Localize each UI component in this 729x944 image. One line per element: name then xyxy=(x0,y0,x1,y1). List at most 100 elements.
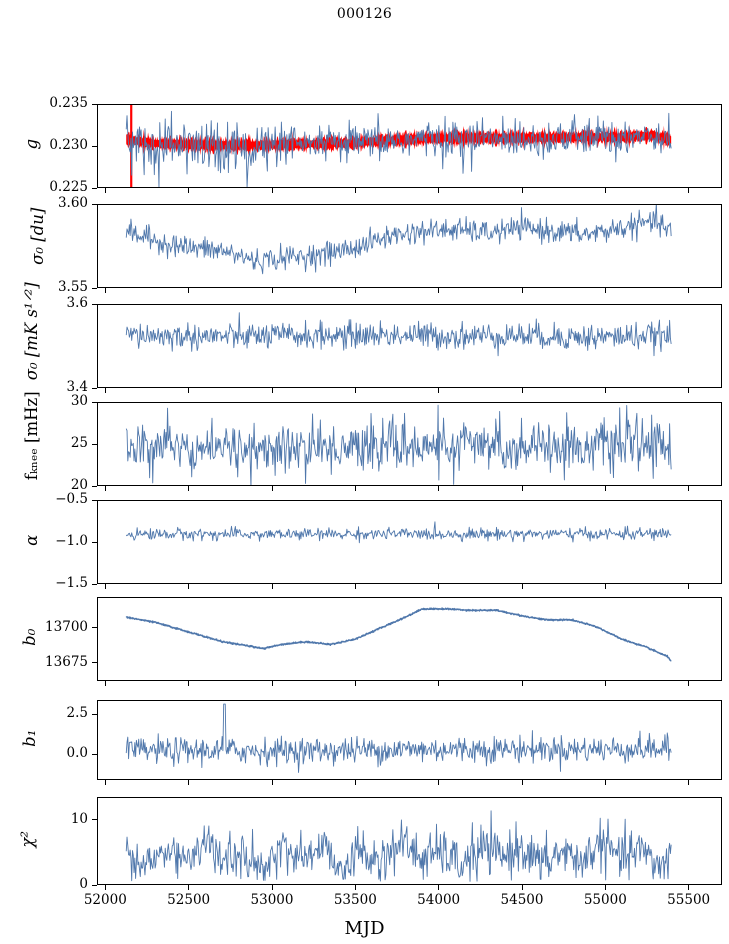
x-tick-mark xyxy=(688,780,690,785)
x-tick-label: 53000 xyxy=(250,892,294,908)
y-tick-mark xyxy=(92,287,97,289)
x-tick-mark xyxy=(604,288,606,293)
y-tick-mark xyxy=(92,713,97,715)
data-line-sigma0_mK xyxy=(125,312,672,357)
y-tick-label-b0: 13675 xyxy=(45,653,88,670)
subplot-alpha xyxy=(97,500,722,584)
y-tick-mark xyxy=(92,753,97,755)
y-tick-mark xyxy=(92,443,97,445)
x-tick-mark xyxy=(271,885,273,890)
y-tick-label-f_knee: 30 xyxy=(70,393,88,409)
x-tick-mark xyxy=(354,681,356,686)
x-tick-mark xyxy=(104,885,106,890)
x-tick-mark xyxy=(604,584,606,589)
y-tick-mark xyxy=(92,499,97,501)
y-axis-label-sigma0_mK: σ₀ [mK s¹ᐟ²] xyxy=(21,282,41,381)
figure-title: 000126 xyxy=(336,6,393,22)
data-line-g xyxy=(125,110,672,187)
y-tick-mark xyxy=(92,203,97,205)
y-tick-mark xyxy=(92,627,97,629)
subplot-g xyxy=(97,104,722,188)
x-tick-mark xyxy=(104,584,106,589)
x-tick-mark xyxy=(188,780,190,785)
y-axis-label-sigma0_du: σ₀ [du] xyxy=(27,207,47,265)
y-tick-mark xyxy=(92,819,97,821)
x-tick-mark xyxy=(104,486,106,491)
x-tick-mark xyxy=(521,388,523,393)
x-tick-mark xyxy=(104,288,106,293)
subplot-chi2 xyxy=(97,797,722,885)
x-tick-mark xyxy=(604,681,606,686)
x-tick-mark xyxy=(521,486,523,491)
y-tick-label-chi2: 10 xyxy=(70,810,88,827)
x-tick-mark xyxy=(188,388,190,393)
x-tick-mark xyxy=(688,584,690,589)
x-tick-mark xyxy=(521,885,523,890)
x-tick-mark xyxy=(354,885,356,890)
y-axis-label-b1: b₁ xyxy=(19,729,39,747)
x-tick-mark xyxy=(271,288,273,293)
x-tick-mark xyxy=(271,486,273,491)
x-tick-mark xyxy=(271,681,273,686)
y-tick-label-b0: 13700 xyxy=(45,618,88,635)
x-tick-mark xyxy=(688,188,690,193)
y-tick-label-alpha: −0.5 xyxy=(55,491,88,507)
x-tick-mark xyxy=(688,681,690,686)
x-tick-mark xyxy=(104,780,106,785)
y-tick-mark xyxy=(92,583,97,585)
x-tick-mark xyxy=(188,288,190,293)
x-tick-mark xyxy=(688,288,690,293)
x-tick-mark xyxy=(438,388,440,393)
x-tick-mark xyxy=(521,584,523,589)
data-line-chi2 xyxy=(125,810,672,882)
x-tick-mark xyxy=(688,885,690,890)
y-tick-label-sigma0_du: 3.55 xyxy=(57,279,88,295)
x-tick-mark xyxy=(438,584,440,589)
x-tick-mark xyxy=(604,780,606,785)
y-tick-label-g: 0.230 xyxy=(49,137,88,153)
y-tick-label-f_knee: 25 xyxy=(70,435,88,451)
x-tick-mark xyxy=(188,681,190,686)
x-tick-mark xyxy=(271,188,273,193)
x-tick-label: 55000 xyxy=(583,892,627,908)
x-tick-mark xyxy=(188,188,190,193)
x-axis-label: MJD xyxy=(344,918,385,939)
x-tick-mark xyxy=(104,681,106,686)
x-tick-mark xyxy=(438,681,440,686)
subplot-sigma0_du xyxy=(97,204,722,288)
x-tick-mark xyxy=(604,885,606,890)
y-tick-mark xyxy=(92,103,97,105)
subplot-sigma0_mK xyxy=(97,304,722,388)
x-tick-mark xyxy=(104,388,106,393)
x-tick-mark xyxy=(688,388,690,393)
y-tick-label-alpha: −1.5 xyxy=(55,575,88,591)
y-tick-label-g: 0.225 xyxy=(49,179,88,195)
x-tick-mark xyxy=(604,188,606,193)
x-tick-label: 52500 xyxy=(167,892,211,908)
x-tick-mark xyxy=(438,780,440,785)
data-line-b0 xyxy=(125,607,672,662)
x-tick-mark xyxy=(271,780,273,785)
y-tick-mark xyxy=(92,145,97,147)
x-tick-mark xyxy=(438,188,440,193)
y-tick-label-sigma0_mK: 3.4 xyxy=(66,379,88,395)
subplot-b1 xyxy=(97,700,722,780)
y-tick-label-sigma0_du: 3.60 xyxy=(57,195,88,211)
y-tick-label-sigma0_mK: 3.6 xyxy=(66,295,88,311)
y-tick-label-b1: 2.5 xyxy=(66,705,88,722)
y-tick-mark xyxy=(92,662,97,664)
x-tick-mark xyxy=(188,584,190,589)
x-tick-label: 54000 xyxy=(417,892,461,908)
x-tick-mark xyxy=(438,288,440,293)
x-tick-mark xyxy=(188,486,190,491)
x-tick-mark xyxy=(271,584,273,589)
x-tick-mark xyxy=(521,780,523,785)
y-axis-label-b0: b₀ xyxy=(19,628,39,646)
x-tick-mark xyxy=(104,188,106,193)
x-tick-label: 53500 xyxy=(333,892,377,908)
x-tick-mark xyxy=(188,885,190,890)
x-tick-mark xyxy=(354,288,356,293)
x-tick-mark xyxy=(354,388,356,393)
data-line-sigma0_du xyxy=(125,205,672,275)
y-axis-label-g: g xyxy=(21,138,41,150)
